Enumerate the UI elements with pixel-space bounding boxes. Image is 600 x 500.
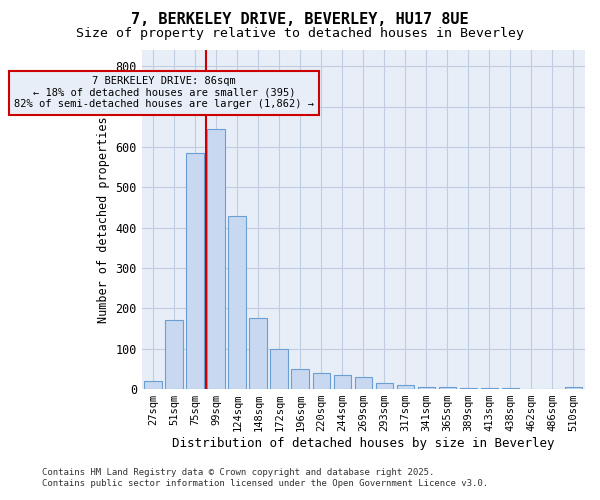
Bar [271,348,289,389]
Bar [439,388,457,389]
Bar [376,384,394,389]
Text: Size of property relative to detached houses in Beverley: Size of property relative to detached ho… [76,28,524,40]
Bar [502,388,520,389]
Bar [565,387,583,389]
Text: Contains HM Land Registry data © Crown copyright and database right 2025.
Contai: Contains HM Land Registry data © Crown c… [42,468,488,487]
Y-axis label: Number of detached properties: Number of detached properties [97,116,110,323]
Bar [208,128,226,389]
Bar [145,381,163,389]
Bar [250,318,268,389]
Bar [292,369,310,389]
Bar [313,373,331,389]
Bar [397,385,415,389]
X-axis label: Distribution of detached houses by size in Beverley: Distribution of detached houses by size … [172,437,554,450]
Bar [355,377,373,389]
Text: 7, BERKELEY DRIVE, BEVERLEY, HU17 8UE: 7, BERKELEY DRIVE, BEVERLEY, HU17 8UE [131,12,469,28]
Bar [481,388,499,389]
Bar [460,388,478,389]
Bar [187,153,205,389]
Bar [334,375,352,389]
Bar [166,320,184,389]
Bar [418,387,436,389]
Text: 7 BERKELEY DRIVE: 86sqm
← 18% of detached houses are smaller (395)
82% of semi-d: 7 BERKELEY DRIVE: 86sqm ← 18% of detache… [14,76,314,110]
Bar [229,216,247,389]
